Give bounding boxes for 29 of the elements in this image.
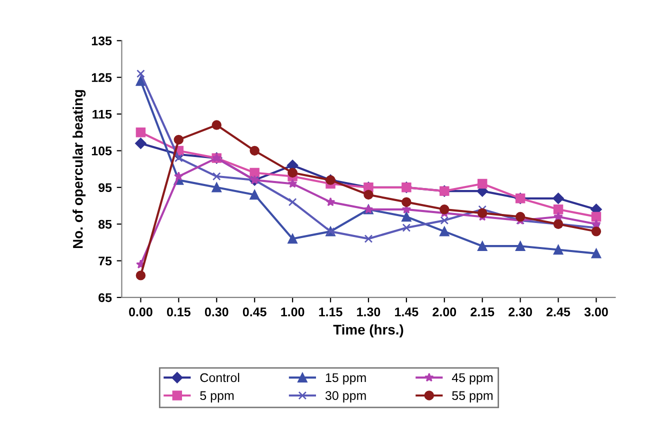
x-tick-label: 1.00 xyxy=(281,308,304,316)
legend-label: 45 ppm xyxy=(452,373,493,385)
y-tick-label: 85 xyxy=(98,220,112,229)
legend-label: 55 ppm xyxy=(452,391,493,402)
y-tick-label: 135 xyxy=(92,36,112,46)
y-tick-label: 65 xyxy=(98,293,112,302)
x-tick-label: 2.30 xyxy=(508,308,532,316)
x-tick-label: 0.15 xyxy=(167,308,190,316)
y-tick-label: 125 xyxy=(92,73,112,82)
y-tick-label: 95 xyxy=(98,183,112,192)
x-tick-label: 1.30 xyxy=(357,308,380,316)
x-tick-label: 1.45 xyxy=(395,308,418,316)
y-tick-label: 75 xyxy=(98,256,112,266)
x-tick-label: 2.45 xyxy=(546,308,570,316)
legend-label: 30 ppm xyxy=(325,391,366,402)
legend-label: Control xyxy=(200,372,240,382)
x-tick-label: 0.30 xyxy=(204,308,228,316)
y-tick-label: 105 xyxy=(92,146,112,156)
y-axis-title: No. of opercular beating xyxy=(72,90,86,248)
y-tick-label: 115 xyxy=(92,110,112,119)
x-axis-title: Time (hrs.) xyxy=(333,324,404,338)
x-tick-label: 2.15 xyxy=(470,308,494,316)
x-tick-label: 0.45 xyxy=(242,308,266,316)
x-tick-label: 0.00 xyxy=(129,308,152,316)
x-tick-label: 2.00 xyxy=(432,308,456,316)
legend-label: 15 ppm xyxy=(326,373,366,385)
x-tick-label: 3.00 xyxy=(584,308,608,316)
legend-label: 5 ppm xyxy=(200,391,234,402)
x-tick-label: 1.15 xyxy=(319,308,342,316)
